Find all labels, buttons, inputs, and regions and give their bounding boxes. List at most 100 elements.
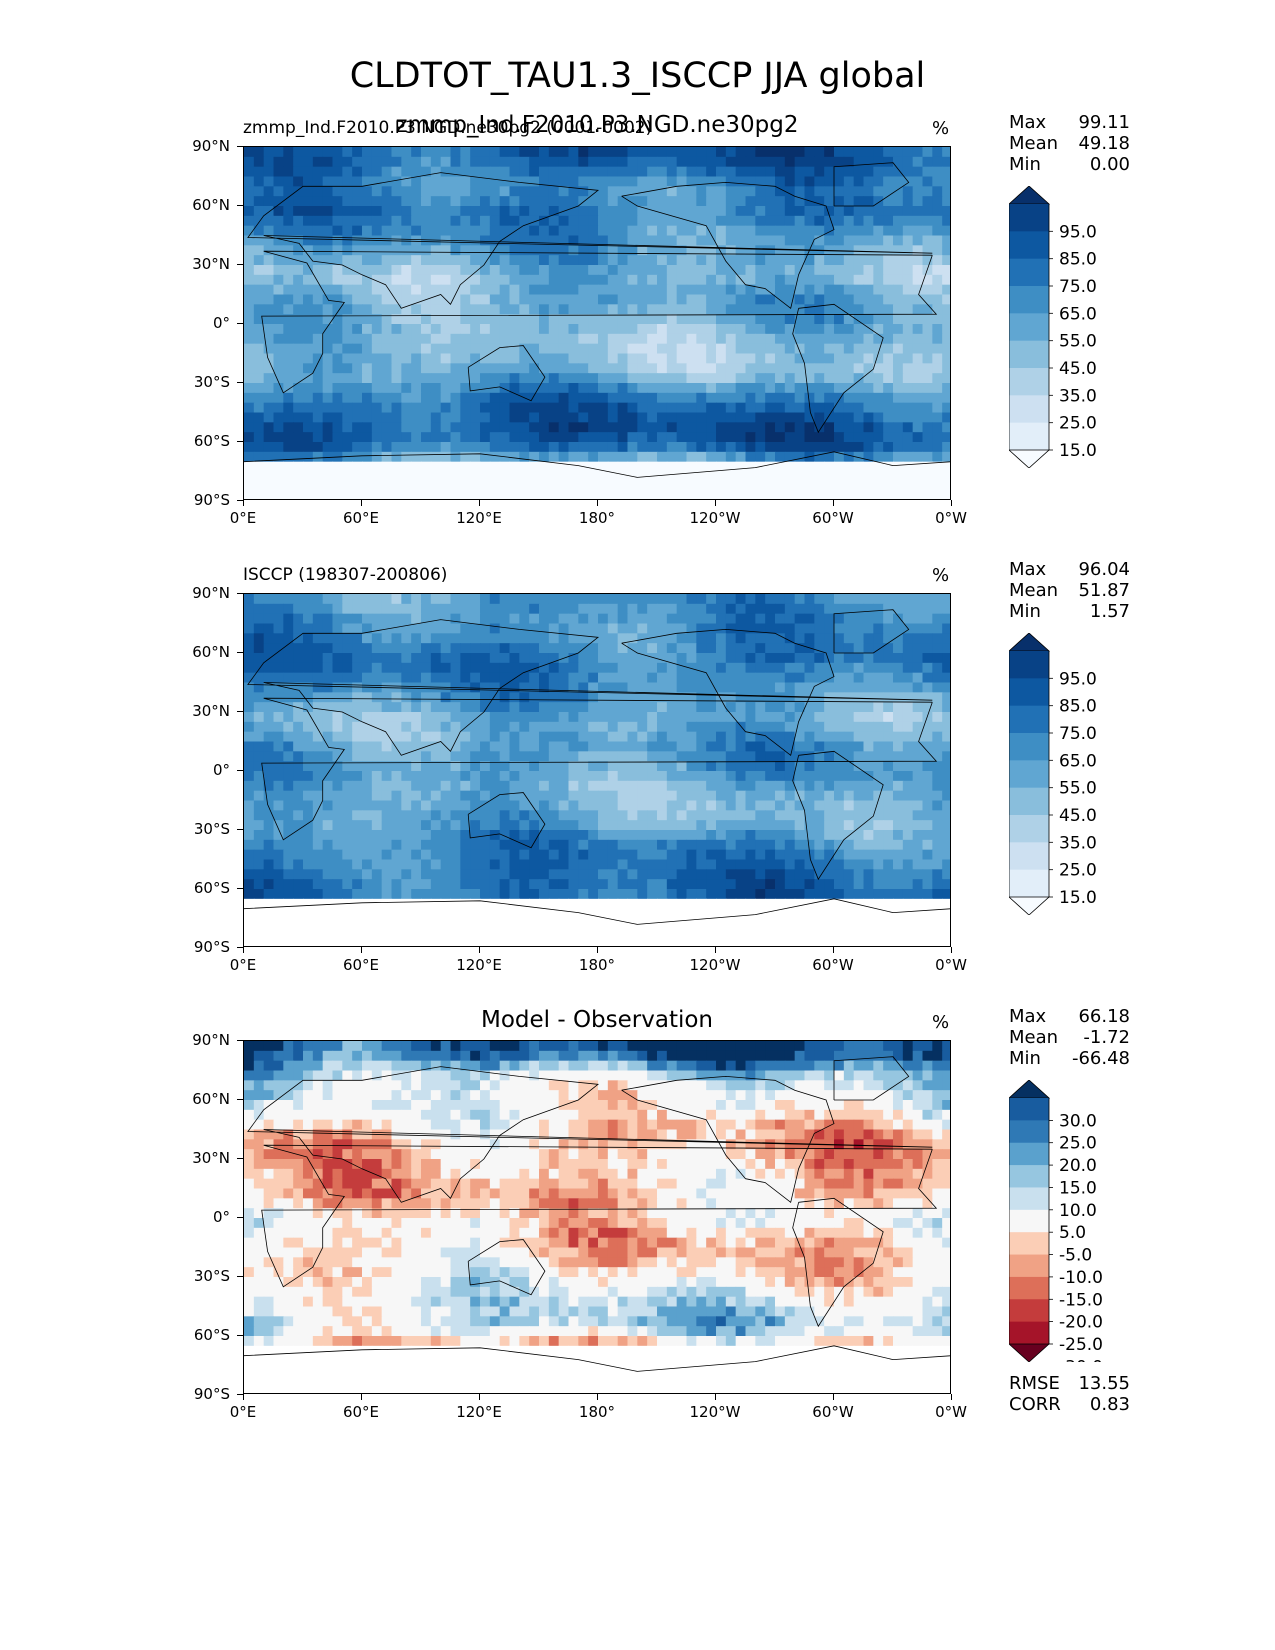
heatmap-cell [480,662,491,674]
heatmap-cell [745,721,756,733]
heatmap-cell [322,751,334,762]
heatmap-cell [342,741,353,752]
heatmap-cell [686,353,697,364]
heatmap-cell [834,186,845,197]
heatmap-cell [489,898,501,910]
heatmap-cell [755,451,766,463]
heatmap-cell [253,245,265,256]
heatmap-cell [362,702,373,713]
heatmap-cell [489,225,501,237]
heatmap-cell [293,741,304,752]
heatmap-cell [755,839,766,851]
heatmap-cell [814,274,825,286]
heatmap-cell [548,830,560,841]
heatmap-cell [834,751,845,762]
heatmap-cell [666,633,678,644]
heatmap-cell [843,771,855,782]
heatmap-cell [322,176,334,187]
heatmap-cell [637,761,648,772]
heatmap-cell [381,820,393,831]
heatmap-cell [499,603,511,615]
heatmap-cell [253,451,265,463]
heatmap-cell [824,314,835,325]
heatmap-cell [765,908,776,920]
heatmap-cell [735,274,747,286]
heatmap-cell [263,225,275,237]
heatmap-cell [362,265,373,276]
heatmap-cell [617,451,629,463]
heatmap-cell [539,771,550,782]
heatmap-cell [253,206,265,217]
heatmap-cell [617,304,629,315]
heatmap-cell [883,206,894,217]
heatmap-cell [568,653,579,664]
heatmap-cell [421,196,432,207]
heatmap-cell [430,363,442,374]
heatmap-cell [765,859,776,870]
heatmap-cell [558,284,570,296]
heatmap-cell [352,898,363,910]
heatmap-cell [303,235,314,246]
heatmap-cell [784,731,796,743]
heatmap-cell [519,196,530,207]
heatmap-cell [627,898,638,910]
heatmap-cell [460,771,471,782]
heatmap-cell [725,603,737,615]
heatmap-cell [607,623,619,634]
heatmap-cell [893,481,904,492]
heatmap-cell [401,751,412,762]
heatmap-cell [755,643,766,654]
heatmap-cell [784,898,796,910]
heatmap-cell [519,373,530,384]
heatmap-cell [814,304,825,315]
heatmap-cell [863,849,874,861]
heatmap-cell [814,147,825,158]
heatmap-cell [932,653,943,664]
heatmap-cell [676,255,688,266]
heatmap-cell [637,432,648,443]
heatmap-cell [824,294,835,305]
heatmap-cell [391,353,402,364]
heatmap-cell [381,662,393,674]
heatmap-cell [293,412,304,423]
heatmap-cell [794,196,806,207]
heatmap-cell [578,603,589,615]
heatmap-cell [312,731,324,743]
heatmap-cell [716,461,727,473]
heatmap-cell [617,662,629,674]
heatmap-cell [745,908,756,920]
heatmap-cell [568,810,579,821]
heatmap-cell [391,889,402,900]
heatmap-cell [834,820,845,831]
heatmap-cell [922,491,933,499]
heatmap-cell [253,662,265,674]
heatmap-cell [588,304,599,315]
heatmap-cell [627,314,638,325]
heatmap-cell [666,294,678,305]
heatmap-cell [411,830,422,841]
heatmap-cell [558,869,570,880]
heatmap-cell [912,643,924,654]
heatmap-cell [627,343,638,355]
heatmap-cell [499,731,511,743]
heatmap-cell [666,343,678,355]
heatmap-cell [322,442,334,453]
heatmap-cell [932,176,943,187]
heatmap-cell [706,265,717,276]
heatmap-cell [519,692,530,703]
heatmap-cell [489,633,501,644]
heatmap-cell [480,613,491,625]
heatmap-cell [558,712,570,723]
heatmap-cell [666,908,678,920]
heatmap-cell [716,333,727,345]
heatmap-cell [342,751,353,762]
heatmap-cell [755,869,766,880]
heatmap-cell [371,761,383,772]
heatmap-cell [627,633,638,644]
heatmap-cell [598,653,609,664]
heatmap-cell [460,265,471,276]
heatmap-cell [253,471,265,482]
heatmap-cell [303,422,314,433]
heatmap-cell [480,392,491,404]
heatmap-cell [558,839,570,851]
